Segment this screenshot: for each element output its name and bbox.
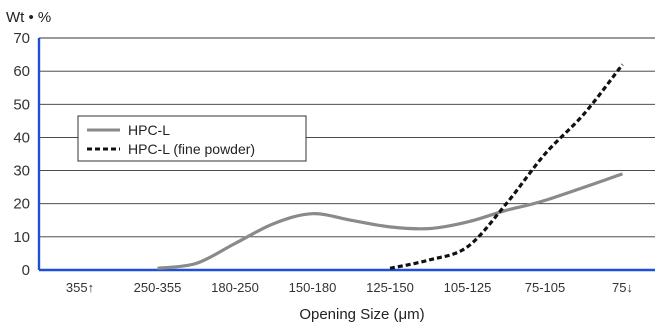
y-tick-label: 20 [13, 196, 30, 213]
y-tick-label: 0 [22, 262, 30, 279]
y-tick-label: 50 [13, 96, 30, 113]
legend-label-hpc-l-fine-powder: HPC-L (fine powder) [128, 141, 255, 157]
series-line-hpc-l-fine-powder [389, 63, 624, 270]
x-tick-label: 125-150 [366, 280, 414, 295]
y-tick-label: 40 [13, 129, 30, 146]
legend: HPC-L HPC-L (fine powder) [77, 115, 307, 162]
series [157, 63, 624, 270]
legend-label-hpc-l: HPC-L [128, 122, 170, 138]
y-axis-title: Wt • % [6, 9, 51, 26]
x-tick-labels: 355↑ 250-355 180-250 150-180 125-150 105-125 7… [66, 280, 633, 295]
y-tick-label: 30 [13, 163, 30, 180]
x-tick-label: 180-250 [211, 280, 259, 295]
legend-box [77, 115, 307, 162]
y-tick-label: 60 [13, 63, 30, 80]
y-tick-label: 70 [13, 30, 30, 47]
x-tick-label: 250-355 [134, 280, 182, 295]
x-tick-label: 355↑ [66, 280, 94, 295]
x-tick-label: 75↓ [612, 280, 633, 295]
axes [37, 38, 655, 272]
y-tick-labels: 0 10 20 30 40 50 60 70 [13, 30, 30, 279]
y-tick-label: 10 [13, 229, 30, 246]
x-tick-label: 75-105 [525, 280, 565, 295]
series-line-hpc-l [157, 172, 624, 270]
x-tick-label: 105-125 [444, 280, 492, 295]
x-tick-label: 150-180 [289, 280, 337, 295]
x-axis-title: Opening Size (μm) [299, 306, 424, 323]
